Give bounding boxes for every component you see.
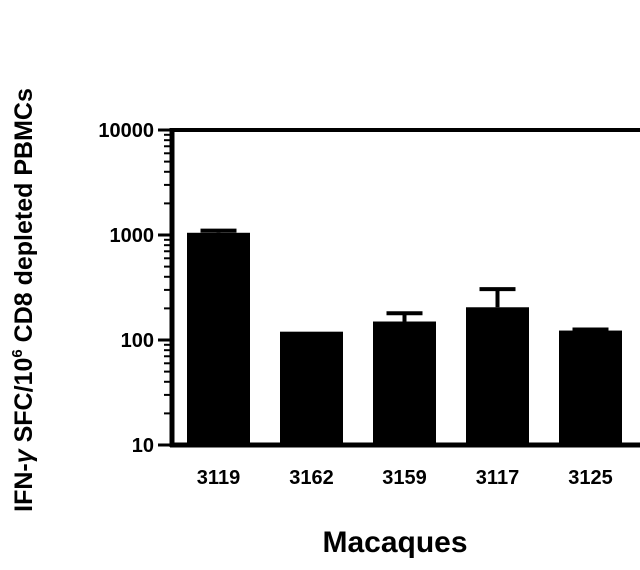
x-tick-label-3159: 3159 (382, 467, 427, 489)
y-tick-label: 10 (132, 435, 154, 457)
y-tick-label: 10000 (98, 120, 154, 142)
bars (187, 228, 622, 445)
x-axis-label: Macaques (322, 526, 467, 559)
bar-3162 (280, 331, 343, 445)
x-tick-label-3162: 3162 (289, 467, 334, 489)
x-tick-label-3119: 3119 (197, 467, 240, 489)
x-tick-label-3125: 3125 (568, 467, 613, 489)
y-tick-label: 100 (121, 330, 154, 352)
y-tick-label: 1000 (110, 225, 155, 247)
x-tick-labels: 3119 3162 3159 3117 3125 (197, 467, 613, 489)
bar-3159 (373, 321, 436, 445)
bar-3125 (559, 330, 622, 445)
x-tick-label-3117: 3117 (476, 467, 519, 489)
y-axis-label: IFN-γ SFC/106 CD8 depleted PBMCs (9, 88, 38, 512)
bar-3117 (466, 307, 529, 445)
y-ticks: 10 100 1000 10000 (98, 120, 172, 457)
bar-3119 (187, 232, 250, 445)
